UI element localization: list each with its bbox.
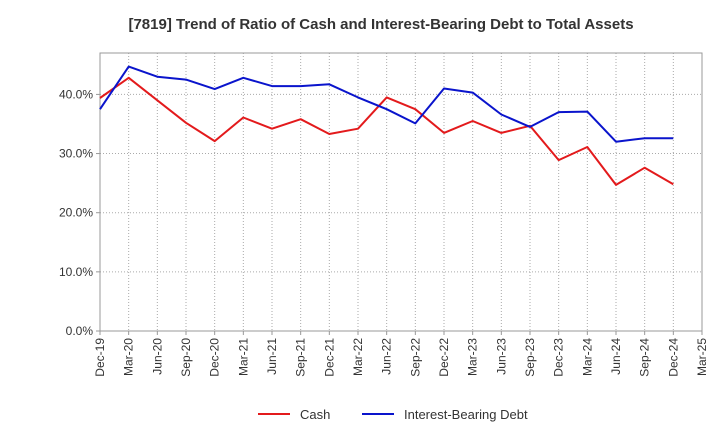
y-tick-label: 40.0%: [59, 87, 93, 101]
series-layer: [99, 65, 674, 186]
x-tick-label: Sep-22: [408, 338, 422, 377]
x-tick-label: Dec-21: [322, 338, 336, 377]
x-tick-label: Jun-23: [494, 338, 508, 375]
chart-title: [7819] Trend of Ratio of Cash and Intere…: [128, 16, 633, 33]
y-tick-label: 30.0%: [59, 147, 93, 161]
x-axis: Dec-19 Mar-20 Jun-20 Sep-20 Dec-20 Mar-21 Jun-…: [93, 331, 709, 377]
x-tick-label: Jun-24: [609, 338, 623, 375]
x-tick-label: Dec-23: [552, 338, 566, 377]
legend-label-interest-bearing-debt: Interest-Bearing Debt: [404, 407, 528, 422]
x-tick-label: Sep-21: [294, 338, 308, 377]
x-tick-label: Sep-24: [638, 338, 652, 377]
series-line-cash: [99, 76, 674, 186]
x-tick-label: Sep-20: [179, 338, 193, 377]
y-tick-label: 0.0%: [66, 324, 94, 338]
series-line-interest-bearing-debt: [99, 65, 674, 143]
x-tick-label: Mar-25: [695, 338, 709, 376]
x-tick-label: Dec-19: [93, 338, 107, 377]
legend-label-cash: Cash: [300, 407, 330, 422]
y-tick-label: 10.0%: [59, 265, 93, 279]
x-tick-label: Mar-22: [351, 338, 365, 376]
x-tick-label: Mar-20: [122, 338, 136, 376]
x-tick-label: Jun-22: [380, 338, 394, 375]
grid: [100, 53, 702, 331]
x-tick-label: Mar-24: [580, 338, 594, 376]
y-tick-label: 20.0%: [59, 206, 93, 220]
x-tick-label: Dec-24: [666, 338, 680, 377]
x-tick-label: Mar-23: [466, 338, 480, 376]
x-tick-label: Mar-21: [236, 338, 250, 376]
x-tick-label: Dec-22: [437, 338, 451, 377]
plot-frame: [99, 52, 703, 332]
x-tick-label: Jun-21: [265, 338, 279, 375]
x-tick-label: Sep-23: [523, 338, 537, 377]
x-tick-label: Jun-20: [150, 338, 164, 375]
x-tick-label: Dec-20: [208, 338, 222, 377]
y-axis: 0.0% 10.0% 20.0% 30.0% 40.0%: [59, 87, 100, 338]
legend: Cash Interest-Bearing Debt: [258, 407, 528, 422]
